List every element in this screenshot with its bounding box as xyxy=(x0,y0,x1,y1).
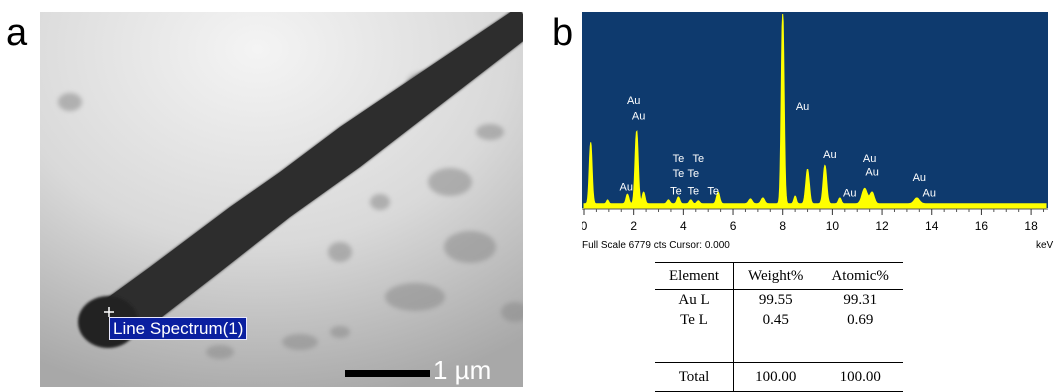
panel-letter-a: a xyxy=(6,12,28,54)
scale-bar-label: 1 µm xyxy=(433,355,492,385)
full-scale-readout: Full Scale 6779 cts Cursor: 0.000 xyxy=(582,240,730,251)
table-cell: 0.45 xyxy=(762,311,789,328)
x-tick-label: 2 xyxy=(630,219,637,233)
table-cell: 99.55 xyxy=(758,291,793,308)
x-axis-unit: keV xyxy=(1036,240,1054,251)
peak-label-te: Te xyxy=(670,185,682,197)
peak-label-au: Au xyxy=(632,111,645,123)
x-tick-label: 14 xyxy=(925,219,939,233)
peak-label-te: Te xyxy=(692,153,704,165)
peak-label-te: Te xyxy=(673,153,685,165)
table-row: Au L 99.55 99.31 xyxy=(655,289,903,310)
table-header-weight: Weight% xyxy=(733,262,818,290)
table-cell: Te L xyxy=(655,310,734,330)
table-cell: 100.00 xyxy=(733,362,818,392)
eds-plot-background xyxy=(582,12,1048,208)
table-cell: 100.00 xyxy=(817,362,903,392)
table-header-element: Element xyxy=(655,262,734,290)
table-cell: Au L xyxy=(655,289,734,310)
table-cell: Total xyxy=(655,362,734,392)
peak-label-te: Te xyxy=(707,185,719,197)
eds-spectrum-line xyxy=(583,13,1047,209)
scale-bar xyxy=(345,370,430,377)
crosshair-icon xyxy=(104,307,114,317)
composition-table: Element Weight% Atomic% Au L 99.55 99.31… xyxy=(655,262,903,392)
peak-label-au: Au xyxy=(823,149,836,161)
peak-label-au: Au xyxy=(913,172,926,184)
table-cell: 0.69 xyxy=(847,311,874,328)
x-tick-label: 16 xyxy=(975,219,989,233)
nanowire-core xyxy=(88,12,523,342)
peak-label-au: Au xyxy=(627,95,640,107)
x-tick-label: 10 xyxy=(826,219,840,233)
table-spacer-row xyxy=(655,330,903,363)
peak-label-au: Au xyxy=(863,153,876,165)
panel-letter-b: b xyxy=(552,12,574,54)
x-tick-label: 6 xyxy=(730,219,737,233)
x-tick-label: 8 xyxy=(779,219,786,233)
peak-label-au: Au xyxy=(865,166,878,178)
tem-image xyxy=(40,12,523,387)
x-tick-label: 18 xyxy=(1024,219,1038,233)
x-tick-label: 4 xyxy=(680,219,687,233)
peak-label-au: Au xyxy=(796,101,809,113)
peak-label-au: Au xyxy=(923,187,936,199)
peak-label-au: Au xyxy=(843,187,856,199)
peak-label-au: Au xyxy=(619,182,632,194)
table-cell: 99.31 xyxy=(843,291,878,308)
x-tick-label: 12 xyxy=(875,219,889,233)
table-total-row: Total 100.00 100.00 xyxy=(655,362,903,392)
peak-label-te: Te xyxy=(687,168,699,180)
x-tick-label: 0 xyxy=(582,219,588,233)
line-spectrum-label: Line Spectrum(1) xyxy=(109,317,248,340)
peak-label-te: Te xyxy=(687,185,699,197)
peak-label-te: Te xyxy=(673,168,685,180)
table-header-atomic: Atomic% xyxy=(817,262,903,290)
table-row: Te L 0.45 0.69 xyxy=(655,310,903,330)
tem-micrograph: Line Spectrum(1) 1 µm xyxy=(40,12,523,387)
